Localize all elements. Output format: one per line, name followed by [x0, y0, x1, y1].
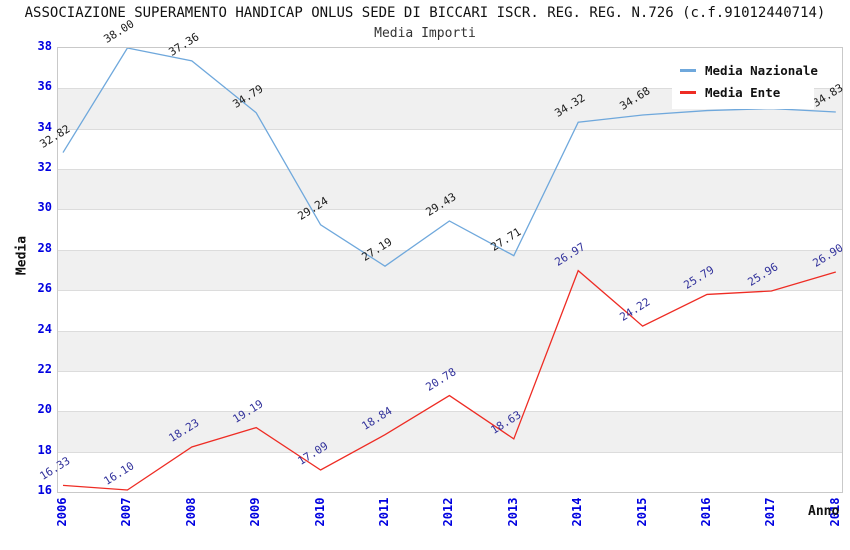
plot-band: [58, 249, 842, 291]
series-line-nazionale: [62, 48, 836, 267]
y-tick-label: 24: [37, 321, 52, 336]
chart-subtitle: Media Importi: [374, 26, 476, 41]
ente-line-swatch-icon: [680, 90, 696, 94]
plot-band: [58, 330, 842, 371]
y-tick-label: 20: [37, 402, 52, 417]
legend: Media Nazionale Media Ente: [672, 55, 818, 109]
x-tick-label: 2009: [248, 497, 263, 527]
legend-label-nazionale: Media Nazionale: [705, 62, 818, 78]
y-tick-label: 18: [37, 442, 52, 457]
y-axis-title: Media: [14, 235, 30, 276]
y-tick-label: 28: [37, 240, 52, 255]
gridline: [58, 209, 842, 211]
plot-band: [58, 411, 842, 452]
series-lines: [62, 48, 836, 491]
x-tick-label: 2014: [570, 497, 585, 527]
gridline: [58, 411, 842, 413]
nazionale-line-swatch-icon: [680, 68, 696, 72]
y-tick-label: 26: [37, 281, 52, 296]
x-tick-label: 2015: [634, 497, 649, 527]
x-axis-title: Anno: [808, 504, 840, 519]
x-tick-label: 2011: [377, 497, 391, 527]
x-tick-label: 2008: [183, 497, 198, 527]
x-tick-label: 2010: [312, 497, 327, 527]
x-tick-label: 2013: [505, 497, 520, 527]
y-tick-label: 36: [37, 79, 52, 94]
x-tick-label: 2016: [699, 497, 713, 527]
y-tick-label: 34: [37, 119, 52, 134]
gridline: [58, 88, 842, 90]
y-tick-label: 30: [37, 200, 52, 215]
plot-area: 32.82 38.00 37.36 34.79 29.24 27.19 29.43 27.71…: [38, 17, 845, 493]
gridline: [58, 330, 842, 332]
gridline: [58, 128, 842, 130]
y-tick-label: 32: [37, 160, 52, 175]
y-tick-label: 38: [37, 39, 52, 53]
x-tick-label: 2007: [119, 497, 134, 527]
gridline: [58, 451, 842, 453]
gridline: [58, 290, 842, 292]
legend-label-ente: Media Ente: [705, 84, 781, 100]
x-tick-label: 2006: [55, 497, 69, 527]
gridline: [58, 249, 842, 251]
y-tick-label: 22: [37, 361, 52, 376]
legend-item-nazionale: Media Nazionale: [672, 59, 818, 81]
x-tick-label: 2012: [441, 497, 456, 527]
x-tick-label: 2017: [763, 497, 778, 527]
legend-item-ente: Media Ente: [672, 81, 814, 103]
plot-band: [58, 169, 842, 210]
chart-title: ASSOCIAZIONE SUPERAMENTO HANDICAP ONLUS …: [24, 5, 826, 21]
gridline: [58, 169, 842, 171]
y-tick-label: 16: [37, 483, 52, 497]
gridline: [58, 370, 842, 372]
series-line-ente: [62, 269, 836, 491]
